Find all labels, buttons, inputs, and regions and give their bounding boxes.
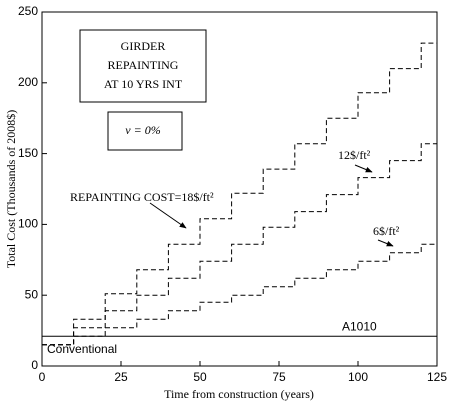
y-tick-label: 250 <box>18 4 38 18</box>
y-tick-label: 50 <box>25 287 39 301</box>
x-tick-label: 125 <box>427 370 447 384</box>
y-tick-label: 0 <box>31 358 38 372</box>
title-box <box>79 29 207 103</box>
series-label: 12$/ft² <box>338 148 371 162</box>
annotation: Conventional <box>47 342 117 356</box>
series-line <box>42 143 437 346</box>
plot-frame <box>41 11 438 367</box>
series-line <box>42 243 437 346</box>
label-arrow <box>377 239 394 247</box>
reference-label: A1010 <box>342 319 377 333</box>
x-tick-label: 50 <box>193 370 207 384</box>
series-line <box>42 42 437 346</box>
y-axis-label: Total Cost (Thousands of 2008$) <box>4 110 18 268</box>
x-tick-label: 0 <box>39 370 46 384</box>
x-tick-label: 100 <box>348 370 368 384</box>
series-label: REPAINTING COST=18$/ft² <box>70 190 214 204</box>
y-tick-label: 100 <box>18 217 38 231</box>
x-axis-label: Time from construction (years) <box>164 387 314 401</box>
y-tick-label: 150 <box>18 146 38 160</box>
label-arrow <box>149 202 187 229</box>
box-title-line: AT 10 YRS INT <box>104 77 183 91</box>
box-title-line: GIRDER <box>121 39 166 53</box>
label-arrow <box>354 164 373 173</box>
y-tick-label: 200 <box>18 75 38 89</box>
series-label: 6$/ft² <box>373 224 400 238</box>
box-title-line: REPAINTING <box>108 58 179 72</box>
note-box <box>107 111 183 151</box>
x-tick-label: 75 <box>272 370 286 384</box>
x-tick-label: 25 <box>114 370 128 384</box>
box-note: ν = 0% <box>125 123 160 137</box>
